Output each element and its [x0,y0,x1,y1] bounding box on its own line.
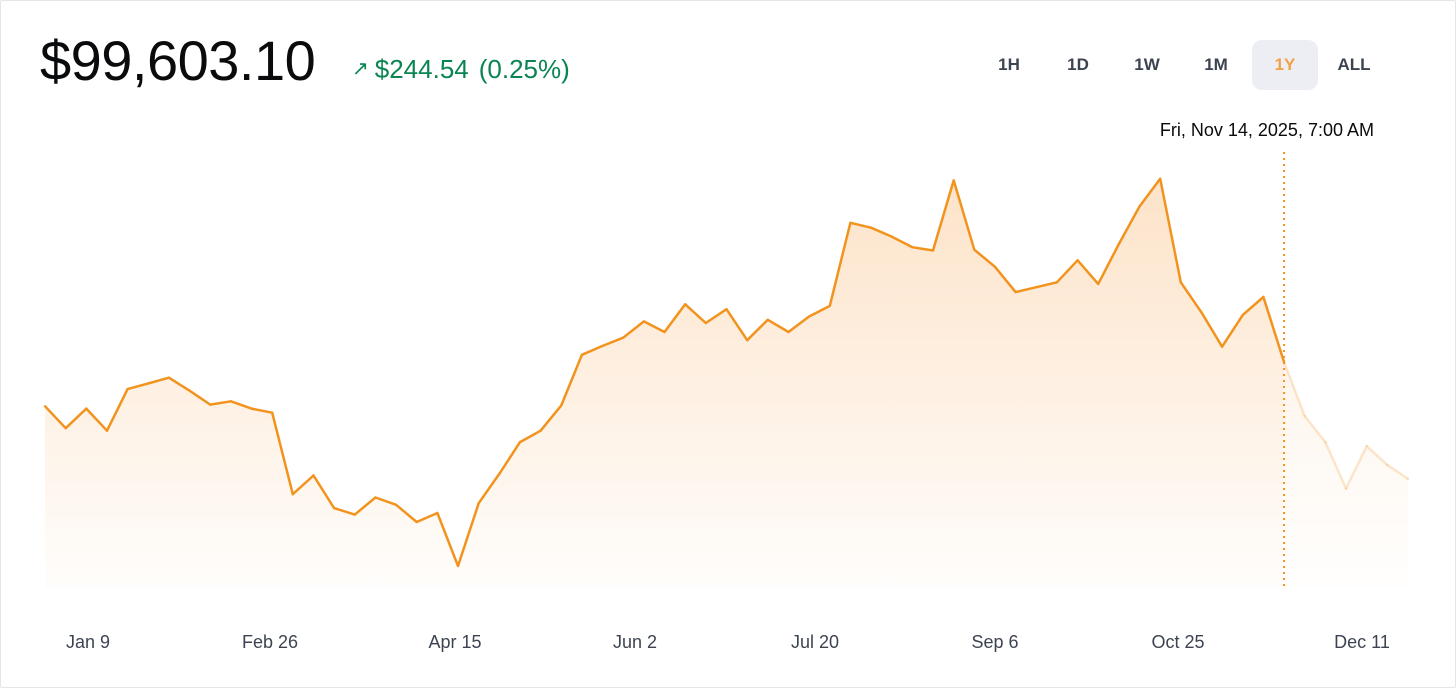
data-point [601,344,604,348]
data-point [394,503,398,506]
data-point [787,330,790,334]
data-point [374,496,377,499]
data-point [1303,414,1306,418]
data-point [1241,313,1245,317]
time-range-selector: 1H 1D 1W 1M 1Y ALL [976,40,1390,92]
data-point [85,407,88,410]
price-value: $99,603.10 [40,29,316,92]
data-point [250,407,253,410]
data-point [271,411,274,414]
data-point [766,318,769,321]
x-tick-label: Apr 15 [428,632,481,652]
price-area-fill-after-hover [1284,362,1408,588]
data-point [1220,345,1224,348]
data-point [560,404,563,407]
price-line-after-hover [1282,361,1409,490]
data-point [1014,290,1017,294]
data-point [498,472,501,476]
data-point [1386,463,1389,467]
data-point [229,400,233,403]
data-point [456,564,460,568]
x-tick-label: Feb 26 [242,632,298,652]
data-point [1117,242,1121,246]
change-amount: $244.54 [374,54,469,84]
range-button-1h[interactable]: 1H [998,55,1020,74]
data-point [436,511,439,515]
hover-timestamp: Fri, Nov 14, 2025, 7:00 AM [1159,120,1374,140]
data-point [911,246,914,249]
data-point [849,221,852,224]
data-point [147,382,150,385]
data-point [539,429,542,432]
data-point [126,387,129,391]
data-point [1324,440,1327,444]
data-point [642,320,646,323]
data-point [353,513,356,516]
data-point [518,440,522,444]
data-point [1200,311,1203,314]
x-tick-label: Sep 6 [971,632,1018,652]
x-tick-label: Dec 11 [1334,632,1390,652]
change-percent: (0.25%) [478,54,570,84]
x-tick-label: Jun 2 [613,632,657,652]
data-point [684,303,687,306]
data-point [931,249,935,252]
price-change: ↗ $244.54 (0.25%) [352,52,570,86]
data-point [746,339,749,342]
data-point [332,506,336,510]
data-point [580,353,584,356]
data-point [1138,205,1141,208]
range-button-all[interactable]: ALL [1337,55,1371,74]
data-point [704,321,707,325]
x-tick-label: Oct 25 [1151,632,1204,652]
range-button-1d[interactable]: 1D [1067,55,1089,74]
price-area-fill [45,178,1285,589]
data-point [952,179,955,182]
data-point [622,336,625,339]
data-point [890,235,893,238]
data-point [1097,282,1100,286]
data-point [415,520,418,524]
x-tick-label: Jan 9 [66,632,110,652]
trend-up-icon: ↗ [352,58,369,80]
data-point [167,376,171,379]
data-point [312,474,315,477]
data-point [807,315,811,318]
range-button-1w[interactable]: 1W [1134,55,1160,74]
data-point [1262,295,1265,299]
data-point [188,389,191,392]
data-point [64,427,67,430]
data-point [291,493,294,496]
data-point [209,403,212,406]
data-point [1179,281,1183,284]
data-point [1159,177,1162,180]
data-point [828,304,831,308]
data-point [725,308,728,311]
data-point [993,265,997,268]
data-point [1035,286,1038,289]
data-point [1344,487,1348,490]
range-button-1y[interactable]: 1Y [1252,40,1318,90]
data-point [105,429,109,432]
data-point [973,248,976,251]
data-point [43,405,47,408]
data-point [869,226,873,229]
data-point [477,502,480,505]
data-point [1076,259,1079,262]
data-point [1365,444,1368,448]
x-tick-label: Jul 20 [791,632,839,652]
data-point [1055,281,1059,284]
range-button-1m[interactable]: 1M [1204,55,1228,74]
data-point [663,330,666,334]
data-point [1406,477,1410,480]
